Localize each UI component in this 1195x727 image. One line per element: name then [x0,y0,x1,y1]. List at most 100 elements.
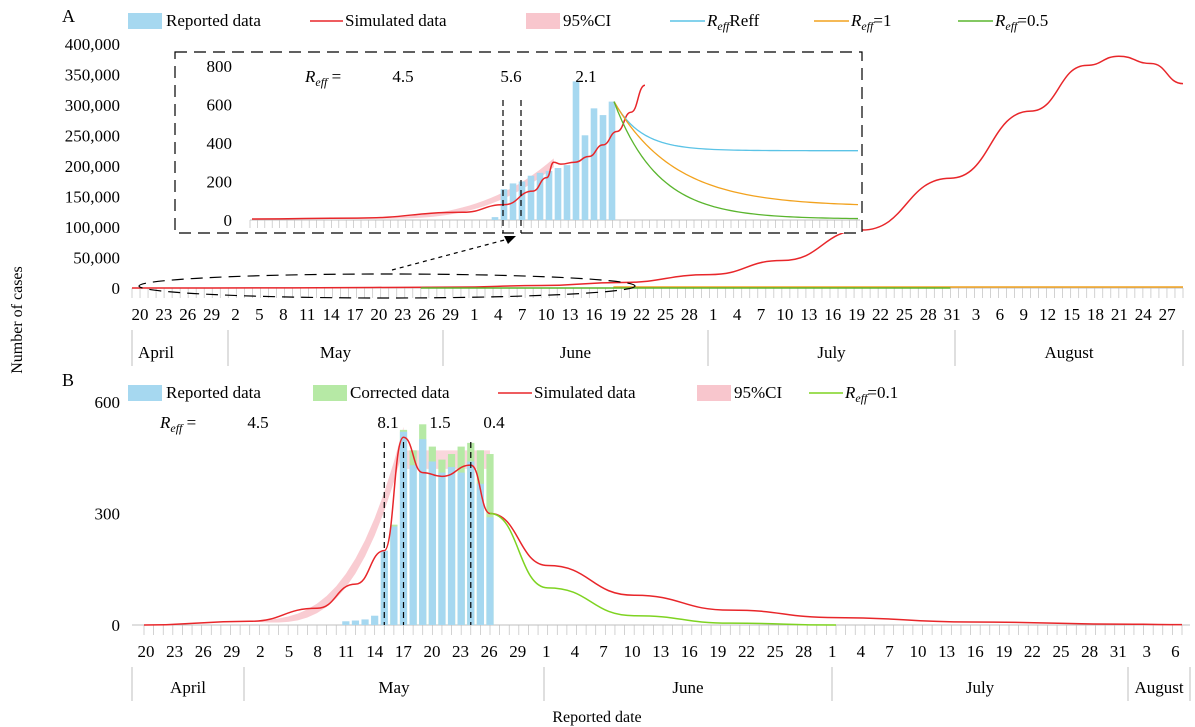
legend-swatch-ci [526,13,560,29]
legend-label-reported: Reported data [166,383,261,402]
x-tick-label: 10 [538,305,555,324]
x-tick-label: 19 [848,305,865,324]
inset-reported-bar [491,217,499,220]
x-tick-label: 23 [394,305,411,324]
x-tick-label: 14 [366,642,384,661]
panel-a-zoom-ellipse [138,236,636,299]
inset-reff-label: Reff = [304,67,341,89]
x-tick-label: 13 [938,642,955,661]
x-tick-label: 6 [996,305,1005,324]
legend-label-reff: ReffReff [706,11,760,33]
inset-reff-value: 4.5 [392,67,413,86]
x-tick-label: 15 [1063,305,1080,324]
x-tick-label: 4 [494,305,503,324]
y-tick-label: 150,000 [65,188,120,207]
zoom-ellipse [138,273,636,299]
x-tick-label: 11 [338,642,354,661]
legend-label-ci: 95%CI [734,383,783,402]
reported-bar [428,461,436,625]
x-tick-label: 31 [944,305,961,324]
x-tick-label: 28 [681,305,698,324]
x-tick-label: 1 [470,305,479,324]
legend-swatch-reported [128,385,162,401]
x-tick-label: 13 [800,305,817,324]
month-label: August [1134,678,1183,697]
x-tick-label: 4 [857,642,866,661]
x-tick-label: 19 [995,642,1012,661]
month-label: April [138,343,174,362]
x-tick-label: 10 [624,642,641,661]
legend-label-ci: 95%CI [563,11,612,30]
inset-y-tick-label: 600 [207,96,233,115]
month-label: June [560,343,591,362]
reported-bar [486,517,494,625]
panel-a-label: A [62,6,75,26]
legend-label-reff: Reff=0.5 [994,11,1048,33]
x-tick-label: 8 [313,642,322,661]
panel-a-y-ticks: 0 50,000 100,000 150,000 200,000 250,000 300,0… [65,35,120,298]
month-label: May [320,343,352,362]
inset-reported-bar [599,115,607,220]
x-tick-label: 2 [231,305,240,324]
x-tick-label: 25 [767,642,784,661]
x-tick-label: 23 [452,642,469,661]
x-tick-label: 22 [738,642,755,661]
reported-bar [351,620,360,625]
y-tick-label: 0 [112,616,121,635]
month-label: April [170,678,206,697]
x-tick-label: 20 [132,305,149,324]
panel-a-inset: 0 200 400 600 800 Reff = 4.5 5.6 2.1 [174,51,863,234]
x-tick-label: 26 [418,305,435,324]
month-label: August [1044,343,1093,362]
x-tick-label: 17 [395,642,413,661]
inset-reported-bar [518,181,526,220]
inset-frame [174,51,863,234]
x-tick-label: 12 [1039,305,1056,324]
inset-reff-value: 2.1 [575,67,596,86]
panel-a-main-series [131,55,1184,289]
x-tick-label: 5 [255,305,264,324]
reff-label: Reff = [159,413,196,435]
inset-reported-bar [563,165,571,220]
inset-y-tick-label: 800 [207,57,233,76]
inset-y-tick-label: 0 [224,211,233,230]
panel-b-label: B [62,370,74,390]
x-tick-label: 13 [561,305,578,324]
x-tick-label: 26 [179,305,196,324]
x-tick-label: 27 [1159,305,1177,324]
x-tick-label: 4 [571,642,580,661]
reff-value: 0.4 [483,413,505,432]
x-tick-label: 20 [370,305,387,324]
x-tick-label: 3 [1143,642,1152,661]
x-tick-label: 25 [657,305,674,324]
legend-label-reported: Reported data [166,11,261,30]
inset-reported-bar [608,101,616,220]
legend-swatch-reported [128,13,162,29]
x-tick-label: 17 [346,305,364,324]
y-tick-label: 50,000 [73,249,120,268]
x-tick-label: 29 [442,305,459,324]
x-tick-label: 23 [166,642,183,661]
panel-b-reff: Reff = 4.5 8.1 1.5 0.4 [159,413,505,625]
x-tick-label: 7 [599,642,608,661]
legend-label-reff: Reff=1 [850,11,891,33]
reported-bar [342,621,350,625]
inset-reported-bar [554,168,562,220]
x-tick-label: 14 [323,305,341,324]
x-tick-label: 3 [972,305,981,324]
x-tick-label: 16 [681,642,698,661]
y-axis-title: Number of cases [9,266,26,374]
x-tick-label: 19 [609,305,626,324]
x-tick-label: 16 [585,305,602,324]
legend-label-corrected: Corrected data [350,383,450,402]
reported-bar [409,465,417,625]
x-tick-label: 31 [1110,642,1127,661]
x-tick-label: 10 [910,642,927,661]
x-tick-label: 1 [828,642,837,661]
x-tick-label: 8 [279,305,288,324]
inset-reported-bar [590,108,598,220]
x-tick-label: 10 [776,305,793,324]
reff-value: 8.1 [377,413,398,432]
inset-reff-0.5-curve [613,101,859,206]
panel-a-months: April May June July August [131,330,1184,366]
